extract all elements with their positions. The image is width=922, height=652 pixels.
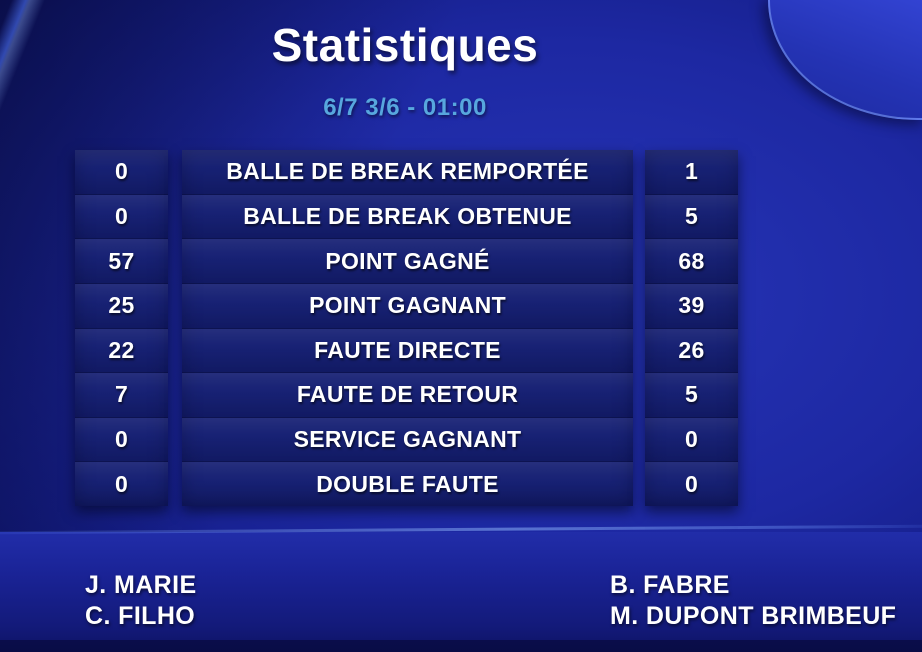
stat-values-column-left: 0 0 57 25 22 7 0 0 bbox=[75, 150, 168, 506]
stat-value-right: 0 bbox=[645, 416, 738, 462]
bottom-band bbox=[0, 532, 922, 652]
stat-label: BALLE DE BREAK REMPORTÉE bbox=[182, 150, 633, 194]
stat-label: FAUTE DIRECTE bbox=[182, 327, 633, 373]
stat-value-right: 1 bbox=[645, 150, 738, 194]
stat-label: DOUBLE FAUTE bbox=[182, 461, 633, 506]
stat-value-left: 0 bbox=[75, 461, 168, 506]
team-names-right: B. FABRE M. DUPONT BRIMBEUF bbox=[610, 570, 896, 632]
stat-label: BALLE DE BREAK OBTENUE bbox=[182, 193, 633, 239]
player-name: C. FILHO bbox=[85, 602, 196, 630]
stat-value-right: 68 bbox=[645, 238, 738, 283]
stat-value-left: 0 bbox=[75, 416, 168, 462]
stat-label: SERVICE GAGNANT bbox=[182, 416, 633, 462]
stat-label: POINT GAGNANT bbox=[182, 282, 633, 328]
stat-value-left: 0 bbox=[75, 150, 168, 194]
stat-value-left: 7 bbox=[75, 372, 168, 417]
player-name: M. DUPONT BRIMBEUF bbox=[610, 602, 897, 630]
stat-value-right: 0 bbox=[645, 461, 738, 506]
player-name: B. FABRE bbox=[610, 571, 730, 599]
team-names-left: J. MARIE C. FILHO bbox=[85, 570, 197, 632]
stats-title: Statistiques bbox=[271, 19, 539, 71]
stat-label: FAUTE DE RETOUR bbox=[182, 372, 633, 417]
stat-labels-column: BALLE DE BREAK REMPORTÉE BALLE DE BREAK … bbox=[182, 150, 633, 506]
stat-value-left: 22 bbox=[75, 327, 168, 373]
player-name: J. MARIE bbox=[85, 571, 197, 599]
stat-value-left: 57 bbox=[75, 238, 168, 283]
bottom-edge-shadow bbox=[0, 640, 922, 652]
match-score-time: 6/7 3/6 - 01:00 bbox=[323, 94, 487, 121]
stat-value-left: 0 bbox=[75, 193, 168, 239]
stat-value-right: 5 bbox=[645, 193, 738, 239]
stat-value-left: 25 bbox=[75, 282, 168, 328]
stat-label: POINT GAGNÉ bbox=[182, 238, 633, 283]
stat-value-right: 39 bbox=[645, 282, 738, 328]
stat-value-right: 26 bbox=[645, 327, 738, 373]
stat-values-column-right: 1 5 68 39 26 5 0 0 bbox=[645, 150, 738, 506]
stat-value-right: 5 bbox=[645, 372, 738, 417]
